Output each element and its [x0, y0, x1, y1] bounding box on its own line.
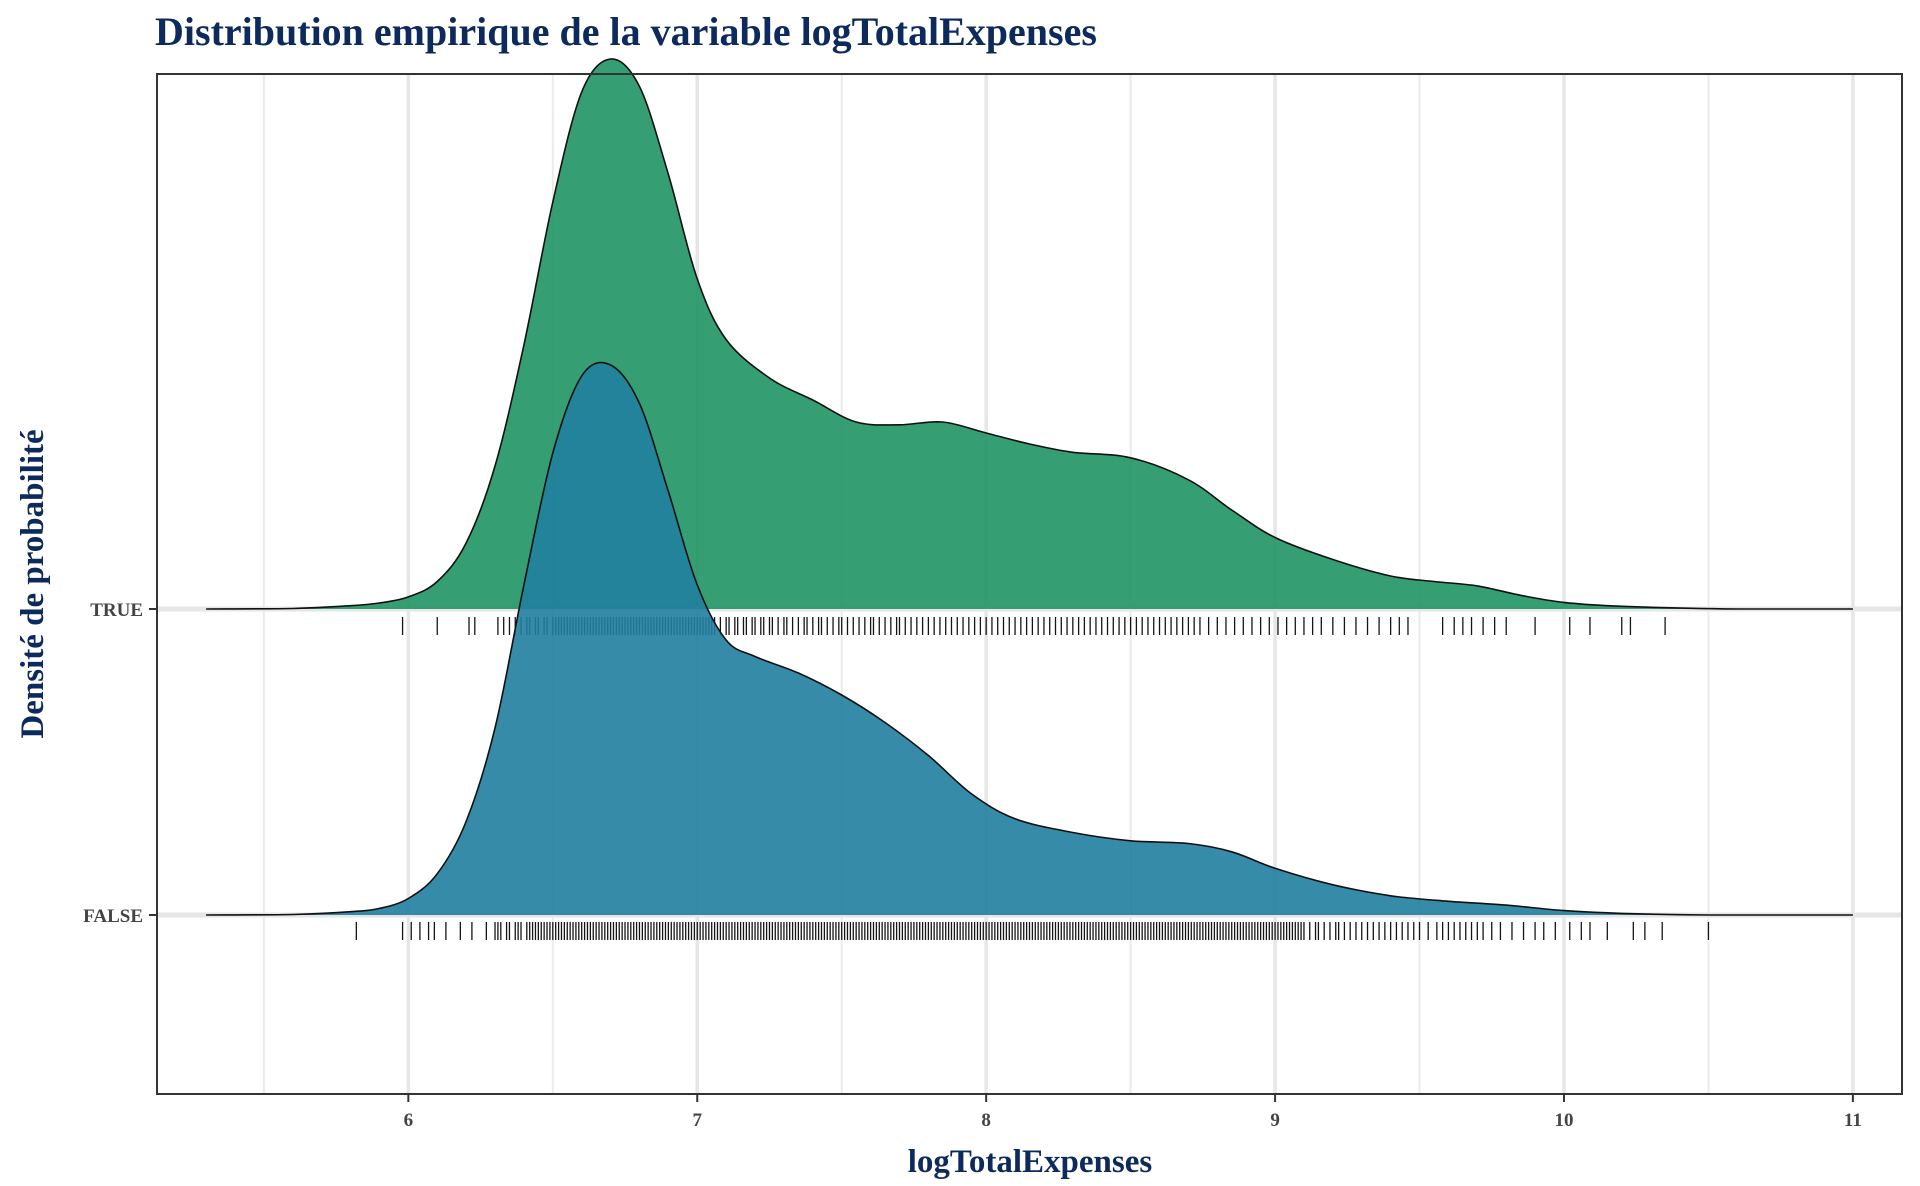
- x-tick-label: 10: [1554, 1110, 1573, 1131]
- chart-title: Distribution empirique de la variable lo…: [155, 9, 1097, 54]
- x-tick-label: 11: [1844, 1110, 1862, 1131]
- y-tick-label-false: FALSE: [83, 906, 143, 927]
- x-tick-label: 7: [693, 1110, 703, 1131]
- x-axis-title: logTotalExpenses: [908, 1144, 1153, 1180]
- density-line-false: [206, 361, 1853, 916]
- x-tick-label: 9: [1270, 1110, 1280, 1131]
- ridges: [206, 58, 1853, 940]
- plot-border: [156, 73, 1903, 1095]
- density-area-false: [206, 362, 1853, 915]
- x-tick-label: 8: [981, 1110, 991, 1131]
- x-axis: 6 7 8 9 10 11: [404, 1094, 1862, 1131]
- y-tick-label-true: TRUE: [90, 600, 143, 621]
- rug-false: [355, 922, 1710, 940]
- density-line-true: [206, 58, 1853, 610]
- ridge-false: [206, 361, 1853, 940]
- y-axis-title: Densité de probabilité: [15, 429, 51, 738]
- y-axis: FALSE TRUE: [83, 600, 157, 927]
- x-tick-label: 6: [404, 1110, 414, 1131]
